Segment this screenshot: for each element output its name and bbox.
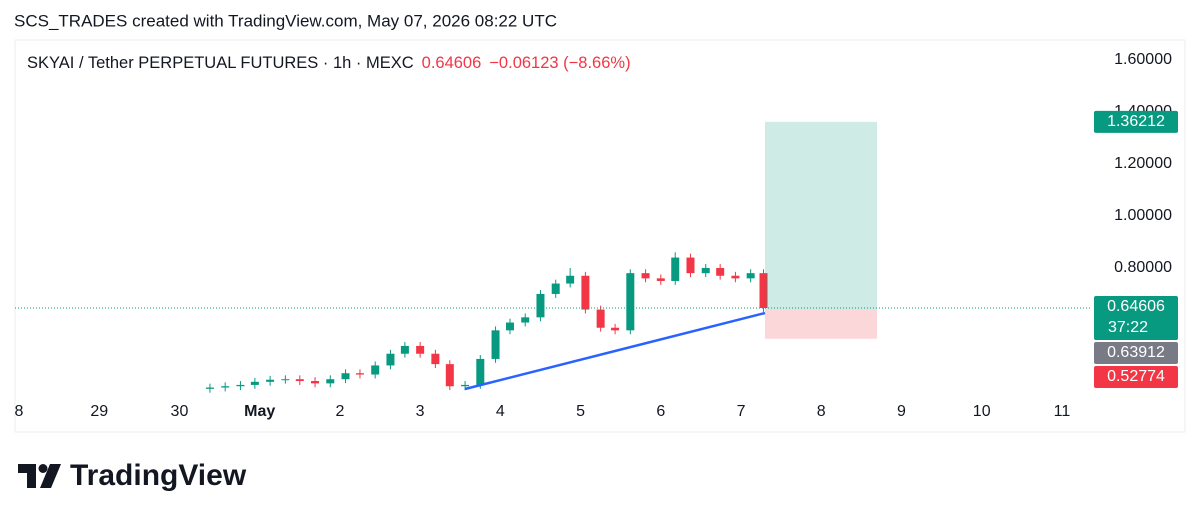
x-tick-label: 9	[897, 403, 906, 420]
logo-mark	[18, 464, 36, 488]
x-tick-label: 30	[171, 403, 189, 420]
candle-body	[626, 273, 635, 331]
candle-body	[326, 379, 335, 384]
logo-slash	[40, 464, 61, 488]
logo-dot	[38, 464, 48, 473]
candle-body	[641, 273, 650, 279]
x-tick-label: 5	[576, 403, 585, 420]
y-tick-label: 0.80000	[1114, 259, 1172, 276]
y-tick-label: 1.60000	[1114, 51, 1172, 68]
last-price-badge	[1094, 295, 1178, 340]
plot	[205, 252, 768, 393]
candle-body	[505, 322, 514, 331]
title: SKYAI / Tether PERPETUAL FUTURES · 1h · …	[27, 54, 414, 72]
entry-badge-label: 0.63912	[1107, 344, 1165, 361]
stop-badge	[1094, 365, 1178, 388]
candle-body	[445, 364, 454, 387]
candle-body	[581, 275, 590, 310]
candle-body	[611, 327, 620, 331]
target-zone	[765, 121, 877, 310]
candle-body	[759, 273, 768, 308]
candle-body	[341, 373, 350, 380]
x-tick-label: 6	[656, 403, 665, 420]
candle-body	[205, 387, 214, 389]
candle-body	[656, 278, 665, 281]
candle-body	[746, 273, 755, 279]
candle-body	[295, 379, 304, 382]
symbol-title: SKYAI / Tether PERPETUAL FUTURES · 1h · …	[27, 54, 631, 72]
last-price: 0.64606	[422, 54, 482, 72]
x-tick-label: 3	[416, 403, 425, 420]
candle-body	[371, 365, 380, 375]
trend-line	[464, 311, 766, 391]
candle-body	[731, 275, 740, 279]
candle-body	[461, 384, 470, 387]
candle-body	[281, 379, 290, 381]
candle-body	[266, 379, 275, 382]
candle-body	[716, 267, 725, 276]
candle-body	[536, 293, 545, 318]
countdown: 37:22	[1108, 319, 1148, 336]
header: SCS_TRADES created with TradingView.com,…	[14, 11, 557, 30]
x-tick-label: 11	[1054, 403, 1071, 420]
candle-body	[686, 257, 695, 274]
candle-body	[566, 275, 575, 284]
candle-body	[416, 345, 425, 354]
candle-body	[221, 386, 230, 388]
y-tick-label: 1.20000	[1114, 155, 1172, 172]
chart-frame	[14, 39, 1186, 433]
x-tick-label: May	[244, 403, 275, 420]
x-tick-label: 4	[496, 403, 505, 420]
x-tick-label: 8	[15, 403, 24, 420]
candle-body	[551, 283, 560, 294]
candle-body	[236, 384, 245, 387]
stop-zone	[765, 309, 877, 339]
candle-body	[671, 257, 680, 281]
x-tick-label: 7	[737, 403, 746, 420]
x-tick-label: 8	[817, 403, 826, 420]
candle-body	[521, 317, 530, 323]
y-tick-label: 1.00000	[1114, 207, 1172, 224]
candle-body	[355, 373, 364, 375]
x-tick-label: 10	[973, 403, 991, 420]
candle-body	[400, 345, 409, 354]
brand: TradingView	[70, 459, 247, 492]
candle-body	[476, 358, 485, 385]
stop-badge-label: 0.52774	[1107, 368, 1165, 385]
x-tick-label: 29	[90, 403, 108, 420]
entry-badge	[1094, 341, 1178, 364]
candle-body	[431, 353, 440, 365]
candle-body	[596, 309, 605, 328]
logo: TradingView	[18, 459, 247, 492]
candle-body	[386, 353, 395, 366]
last-price-badge-label: 0.64606	[1107, 298, 1165, 315]
x-tick-label: 2	[335, 403, 344, 420]
candle-body	[701, 267, 710, 274]
candle-body	[491, 330, 500, 359]
candle-body	[250, 381, 259, 385]
target-badge	[1094, 110, 1178, 133]
candle-body	[311, 381, 320, 384]
target-badge-label: 1.36212	[1107, 113, 1165, 130]
change: −0.06123 (−8.66%)	[489, 54, 630, 72]
